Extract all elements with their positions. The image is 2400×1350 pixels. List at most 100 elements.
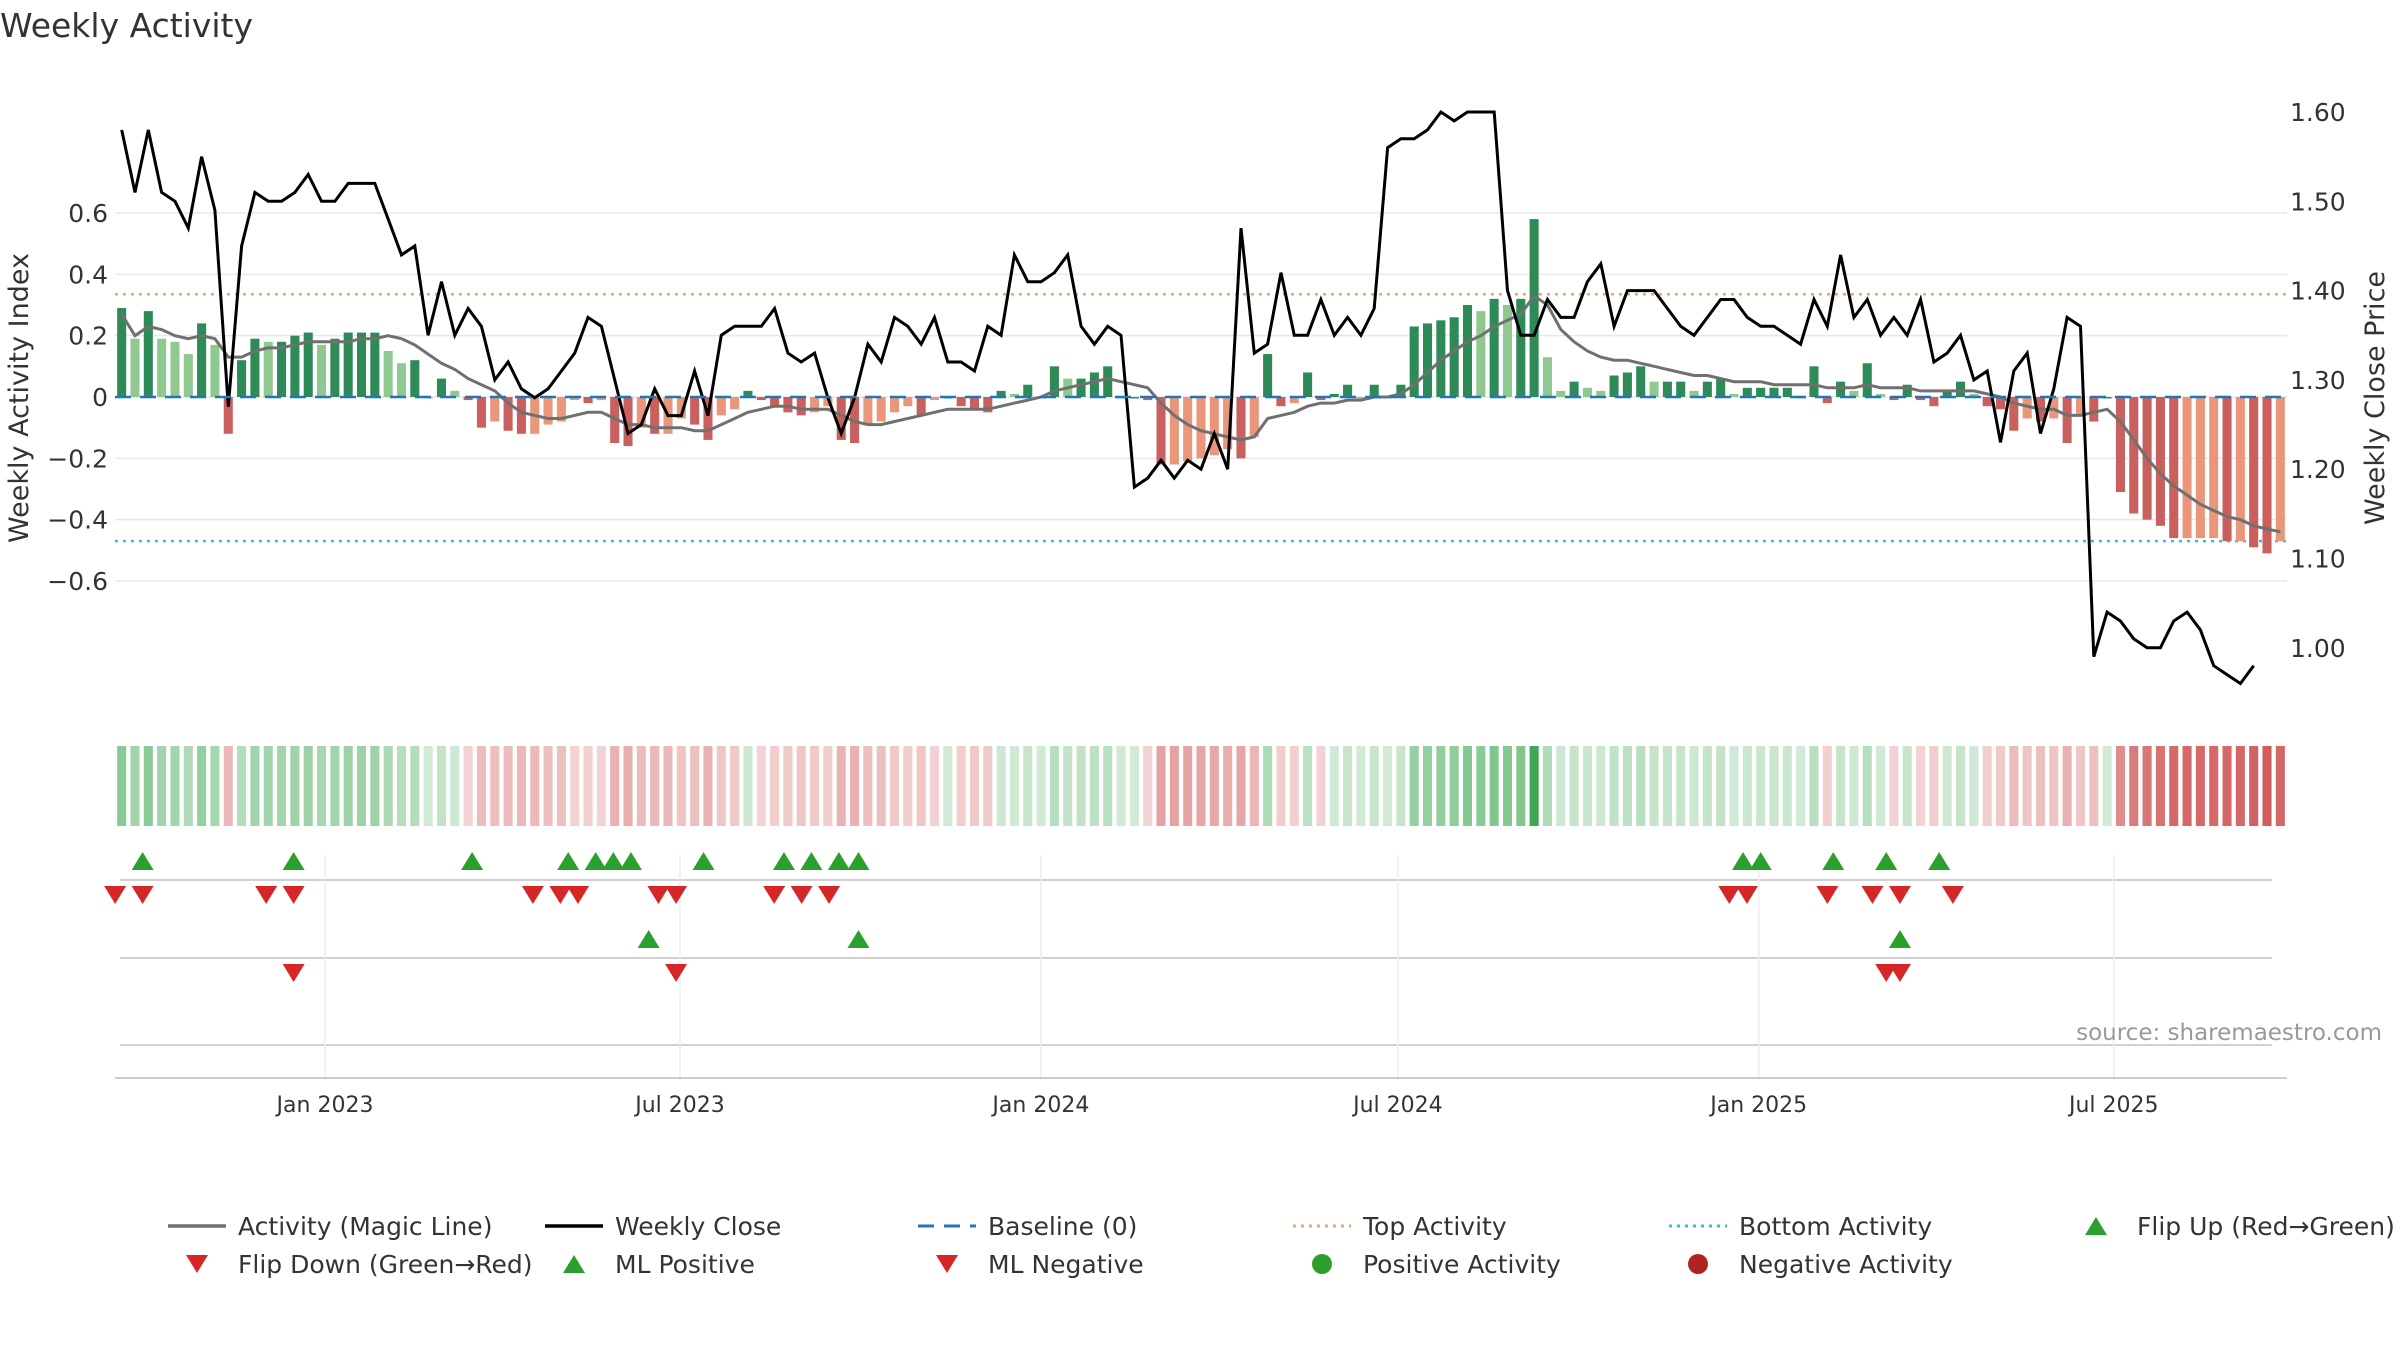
flip-down-marker xyxy=(1718,886,1741,904)
activity-bar xyxy=(1103,366,1113,397)
flip-down-marker xyxy=(521,886,544,904)
zone-strip-cell xyxy=(183,746,193,826)
zone-strip-cell xyxy=(1742,746,1752,826)
activity-bar xyxy=(596,397,606,401)
activity-bar xyxy=(969,397,980,410)
zone-strip-cell xyxy=(2075,746,2085,826)
activity-bar xyxy=(2075,397,2085,416)
legend-item: Positive Activity xyxy=(1312,1250,1561,1279)
activity-bar xyxy=(1089,372,1099,397)
y-tick-right: 1.60 xyxy=(2290,98,2346,127)
activity-bar xyxy=(1169,397,1179,465)
activity-bar xyxy=(1995,397,2006,410)
ml-positive-marker xyxy=(847,930,870,948)
activity-bar xyxy=(2182,397,2192,539)
activity-bar xyxy=(1156,397,1166,465)
activity-bar xyxy=(770,397,780,407)
zone-strip-cell xyxy=(1836,746,1846,826)
activity-bar xyxy=(317,344,327,397)
zone-strip-cell xyxy=(1356,746,1366,826)
zone-strip-cell xyxy=(636,746,646,826)
right-axis-ticks: 1.60 1.50 1.40 1.30 1.20 1.10 1.00 xyxy=(2290,98,2346,663)
zone-strip-cell xyxy=(663,746,673,826)
zone-strip-cell xyxy=(2182,746,2192,826)
activity-bar xyxy=(836,397,846,440)
legend-item: Baseline (0) xyxy=(918,1212,1137,1241)
activity-bar xyxy=(277,341,287,397)
flip-down-marker xyxy=(818,886,841,904)
activity-bar xyxy=(2062,397,2072,444)
zone-strip-cell xyxy=(343,746,353,826)
zone-strip-cell xyxy=(1702,746,1712,826)
activity-bar xyxy=(2222,397,2232,542)
activity-bar xyxy=(716,397,726,416)
activity-bar xyxy=(516,397,526,434)
zone-strip-cell xyxy=(916,746,926,826)
activity-bar xyxy=(1236,397,1246,459)
legend-swatch-circle xyxy=(1688,1254,1708,1274)
ml-positive-marker xyxy=(1888,930,1911,948)
activity-bar xyxy=(1862,363,1872,397)
activity-bar xyxy=(1982,397,1992,407)
zone-strip-cell xyxy=(476,746,486,826)
activity-bar xyxy=(1489,298,1499,397)
zone-strip-cell xyxy=(2049,746,2059,826)
flip-down-marker xyxy=(282,886,305,904)
zone-strip-cell xyxy=(1049,746,1059,826)
activity-bar xyxy=(556,397,566,422)
zone-strip-cell xyxy=(1223,746,1233,826)
activity-bar xyxy=(2275,397,2285,542)
activity-bar xyxy=(290,335,300,397)
activity-bar xyxy=(1369,384,1379,397)
zone-strip-cell xyxy=(929,746,940,826)
zone-strip-cell xyxy=(969,746,980,826)
zone-strip-cell xyxy=(1436,746,1446,826)
ml-negative-marker xyxy=(282,964,305,982)
zone-strip-cell xyxy=(1942,746,1952,826)
flip-up-marker xyxy=(131,852,154,870)
legend-swatch-triangle-down xyxy=(186,1255,208,1273)
zone-strip-cell xyxy=(197,746,207,826)
zone-strip-cell xyxy=(223,746,233,826)
legend-item: ML Negative xyxy=(936,1250,1144,1279)
activity-bar xyxy=(929,397,940,401)
activity-bar xyxy=(263,341,273,397)
zone-strip-cell xyxy=(1689,746,1699,826)
flip-up-marker xyxy=(827,852,850,870)
activity-bar xyxy=(1716,378,1726,397)
flip-down-marker xyxy=(567,886,590,904)
zone-strip-cell xyxy=(1489,746,1499,826)
activity-bar xyxy=(1822,397,1832,404)
zone-strip-cell xyxy=(2195,746,2205,826)
activity-bar xyxy=(170,341,180,397)
activity-bar xyxy=(2249,397,2259,548)
magic-line-series xyxy=(120,293,2281,534)
zone-strip-cell xyxy=(983,746,993,826)
left-axis-ticks: 0.6 0.4 0.2 0 −0.2 −0.4 −0.6 xyxy=(47,199,108,596)
activity-bar xyxy=(810,397,820,413)
activity-bar xyxy=(1902,384,1912,397)
zone-strip-cell xyxy=(130,746,140,826)
zone-strip-cell xyxy=(876,746,886,826)
activity-bar xyxy=(1023,384,1033,397)
activity-bar xyxy=(130,338,140,397)
zone-strip-cell xyxy=(1076,746,1086,826)
zone-strip-cell xyxy=(1796,746,1806,826)
zone-strip-cell xyxy=(2129,746,2139,826)
flip-down-marker xyxy=(104,886,127,904)
zone-strip-cell xyxy=(356,746,367,826)
activity-bar xyxy=(743,390,753,397)
zone-strip-cell xyxy=(863,746,873,826)
legend-label: Flip Down (Green→Red) xyxy=(238,1250,533,1279)
zone-strip-cell xyxy=(2062,746,2072,826)
zone-strip-cell xyxy=(1303,746,1313,826)
activity-bar xyxy=(1223,397,1233,450)
zone-strip-cell xyxy=(903,746,913,826)
activity-bar xyxy=(570,397,580,401)
zone-strip-cell xyxy=(943,746,953,826)
flip-down-marker xyxy=(1941,886,1964,904)
zone-strip-cell xyxy=(1542,746,1552,826)
activity-bar xyxy=(503,397,513,431)
zone-strip-cell xyxy=(317,746,327,826)
zone-strip-cell xyxy=(1622,746,1632,826)
